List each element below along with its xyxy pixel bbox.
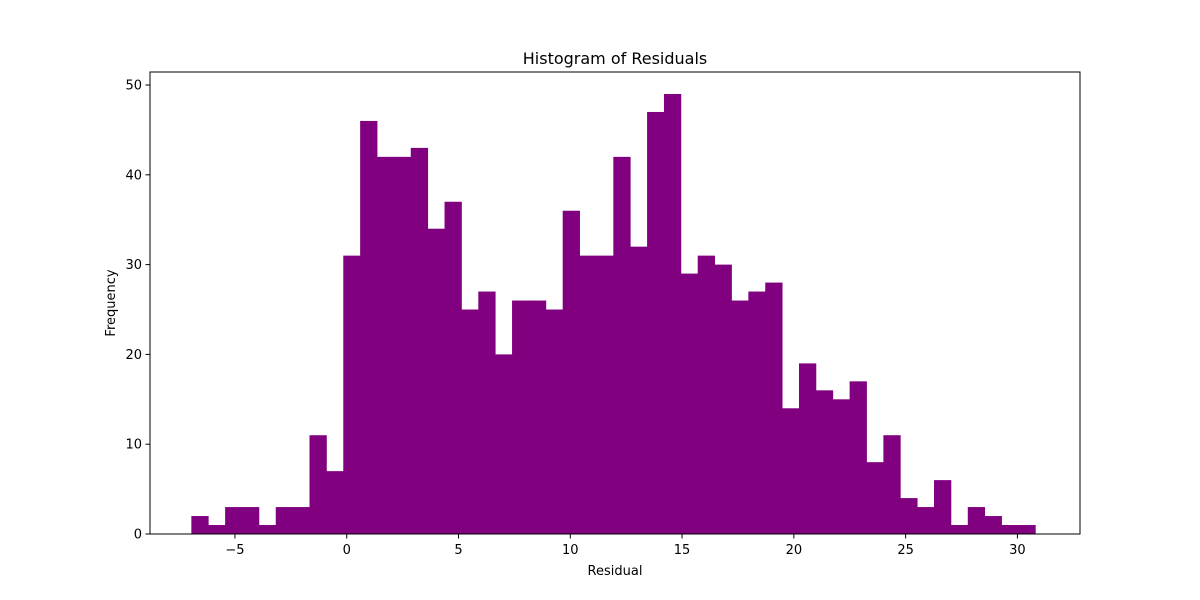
x-tick-label: 5 — [454, 543, 462, 558]
x-axis-label: Residual — [588, 564, 643, 579]
histogram-bar — [478, 291, 496, 534]
x-tick-label: 10 — [562, 543, 579, 558]
histogram-bar — [680, 273, 699, 534]
histogram-bar — [191, 516, 209, 534]
histogram-bar — [697, 255, 715, 534]
y-axis-label: Frequency — [104, 269, 119, 336]
histogram-bar — [849, 381, 867, 534]
histogram-bar — [545, 309, 564, 534]
histogram-bar — [208, 525, 226, 534]
histogram-bar — [613, 156, 631, 534]
y-tick-label: 30 — [125, 258, 142, 273]
histogram-bar — [410, 147, 429, 534]
histogram-bar — [326, 471, 344, 534]
histogram-bar — [275, 507, 294, 534]
histogram-bar — [798, 363, 817, 534]
histogram-bars — [191, 94, 1036, 535]
histogram-bar — [495, 354, 513, 534]
histogram-bar — [934, 480, 952, 534]
histogram-bar — [731, 300, 749, 534]
histogram-bar — [832, 399, 851, 534]
y-tick-label: 20 — [125, 348, 142, 363]
histogram-bar — [258, 525, 277, 534]
y-tick-label: 10 — [125, 438, 142, 453]
histogram-bar — [309, 435, 327, 534]
x-axis-ticks: −5 0 5 10 15 20 25 30 — [225, 534, 1026, 558]
histogram-bar — [444, 201, 462, 534]
histogram-bar — [984, 516, 1002, 534]
plot-area-frame — [149, 71, 1081, 535]
histogram-bar — [815, 390, 834, 534]
y-tick-label: 0 — [134, 528, 142, 543]
x-tick-label: 20 — [786, 543, 803, 558]
x-tick-label: 0 — [343, 543, 351, 558]
histogram-bar — [343, 255, 361, 534]
histogram-bar — [866, 462, 884, 534]
histogram-bar — [950, 525, 969, 534]
histogram-bar — [630, 246, 648, 534]
histogram-bar — [292, 507, 310, 534]
histogram-bar — [883, 435, 901, 534]
histogram-bar — [900, 498, 918, 534]
x-tick-label: −5 — [225, 543, 244, 558]
histogram-bar — [596, 255, 614, 534]
histogram-bar — [241, 507, 260, 534]
histogram-bar — [765, 282, 783, 534]
histogram-bar — [917, 507, 935, 534]
histogram-bar — [967, 507, 986, 534]
histogram-bar — [377, 156, 395, 534]
histogram-bar — [461, 309, 479, 534]
x-tick-label: 15 — [674, 543, 691, 558]
histogram-bar — [1018, 525, 1036, 534]
histogram-bar — [360, 120, 378, 534]
histogram-bar — [1001, 525, 1019, 534]
histogram-bar — [512, 300, 530, 534]
histogram-bar — [225, 507, 243, 534]
y-axis-ticks: 0 10 20 30 40 50 — [125, 79, 150, 543]
histogram-bar — [393, 156, 412, 534]
y-tick-label: 50 — [125, 79, 142, 94]
histogram-bar — [782, 408, 800, 534]
histogram-bar — [562, 210, 580, 535]
histogram-bar — [663, 94, 682, 534]
chart-title: Histogram of Residuals — [523, 49, 708, 68]
x-tick-label: 25 — [897, 543, 914, 558]
histogram-bar — [427, 228, 445, 534]
x-tick-label: 30 — [1009, 543, 1026, 558]
histogram-bar — [714, 264, 732, 534]
histogram-bar — [579, 255, 597, 534]
histogram-bar — [647, 111, 665, 535]
y-tick-label: 40 — [125, 168, 142, 183]
histogram-bar — [528, 300, 547, 534]
histogram-bar — [748, 291, 766, 534]
